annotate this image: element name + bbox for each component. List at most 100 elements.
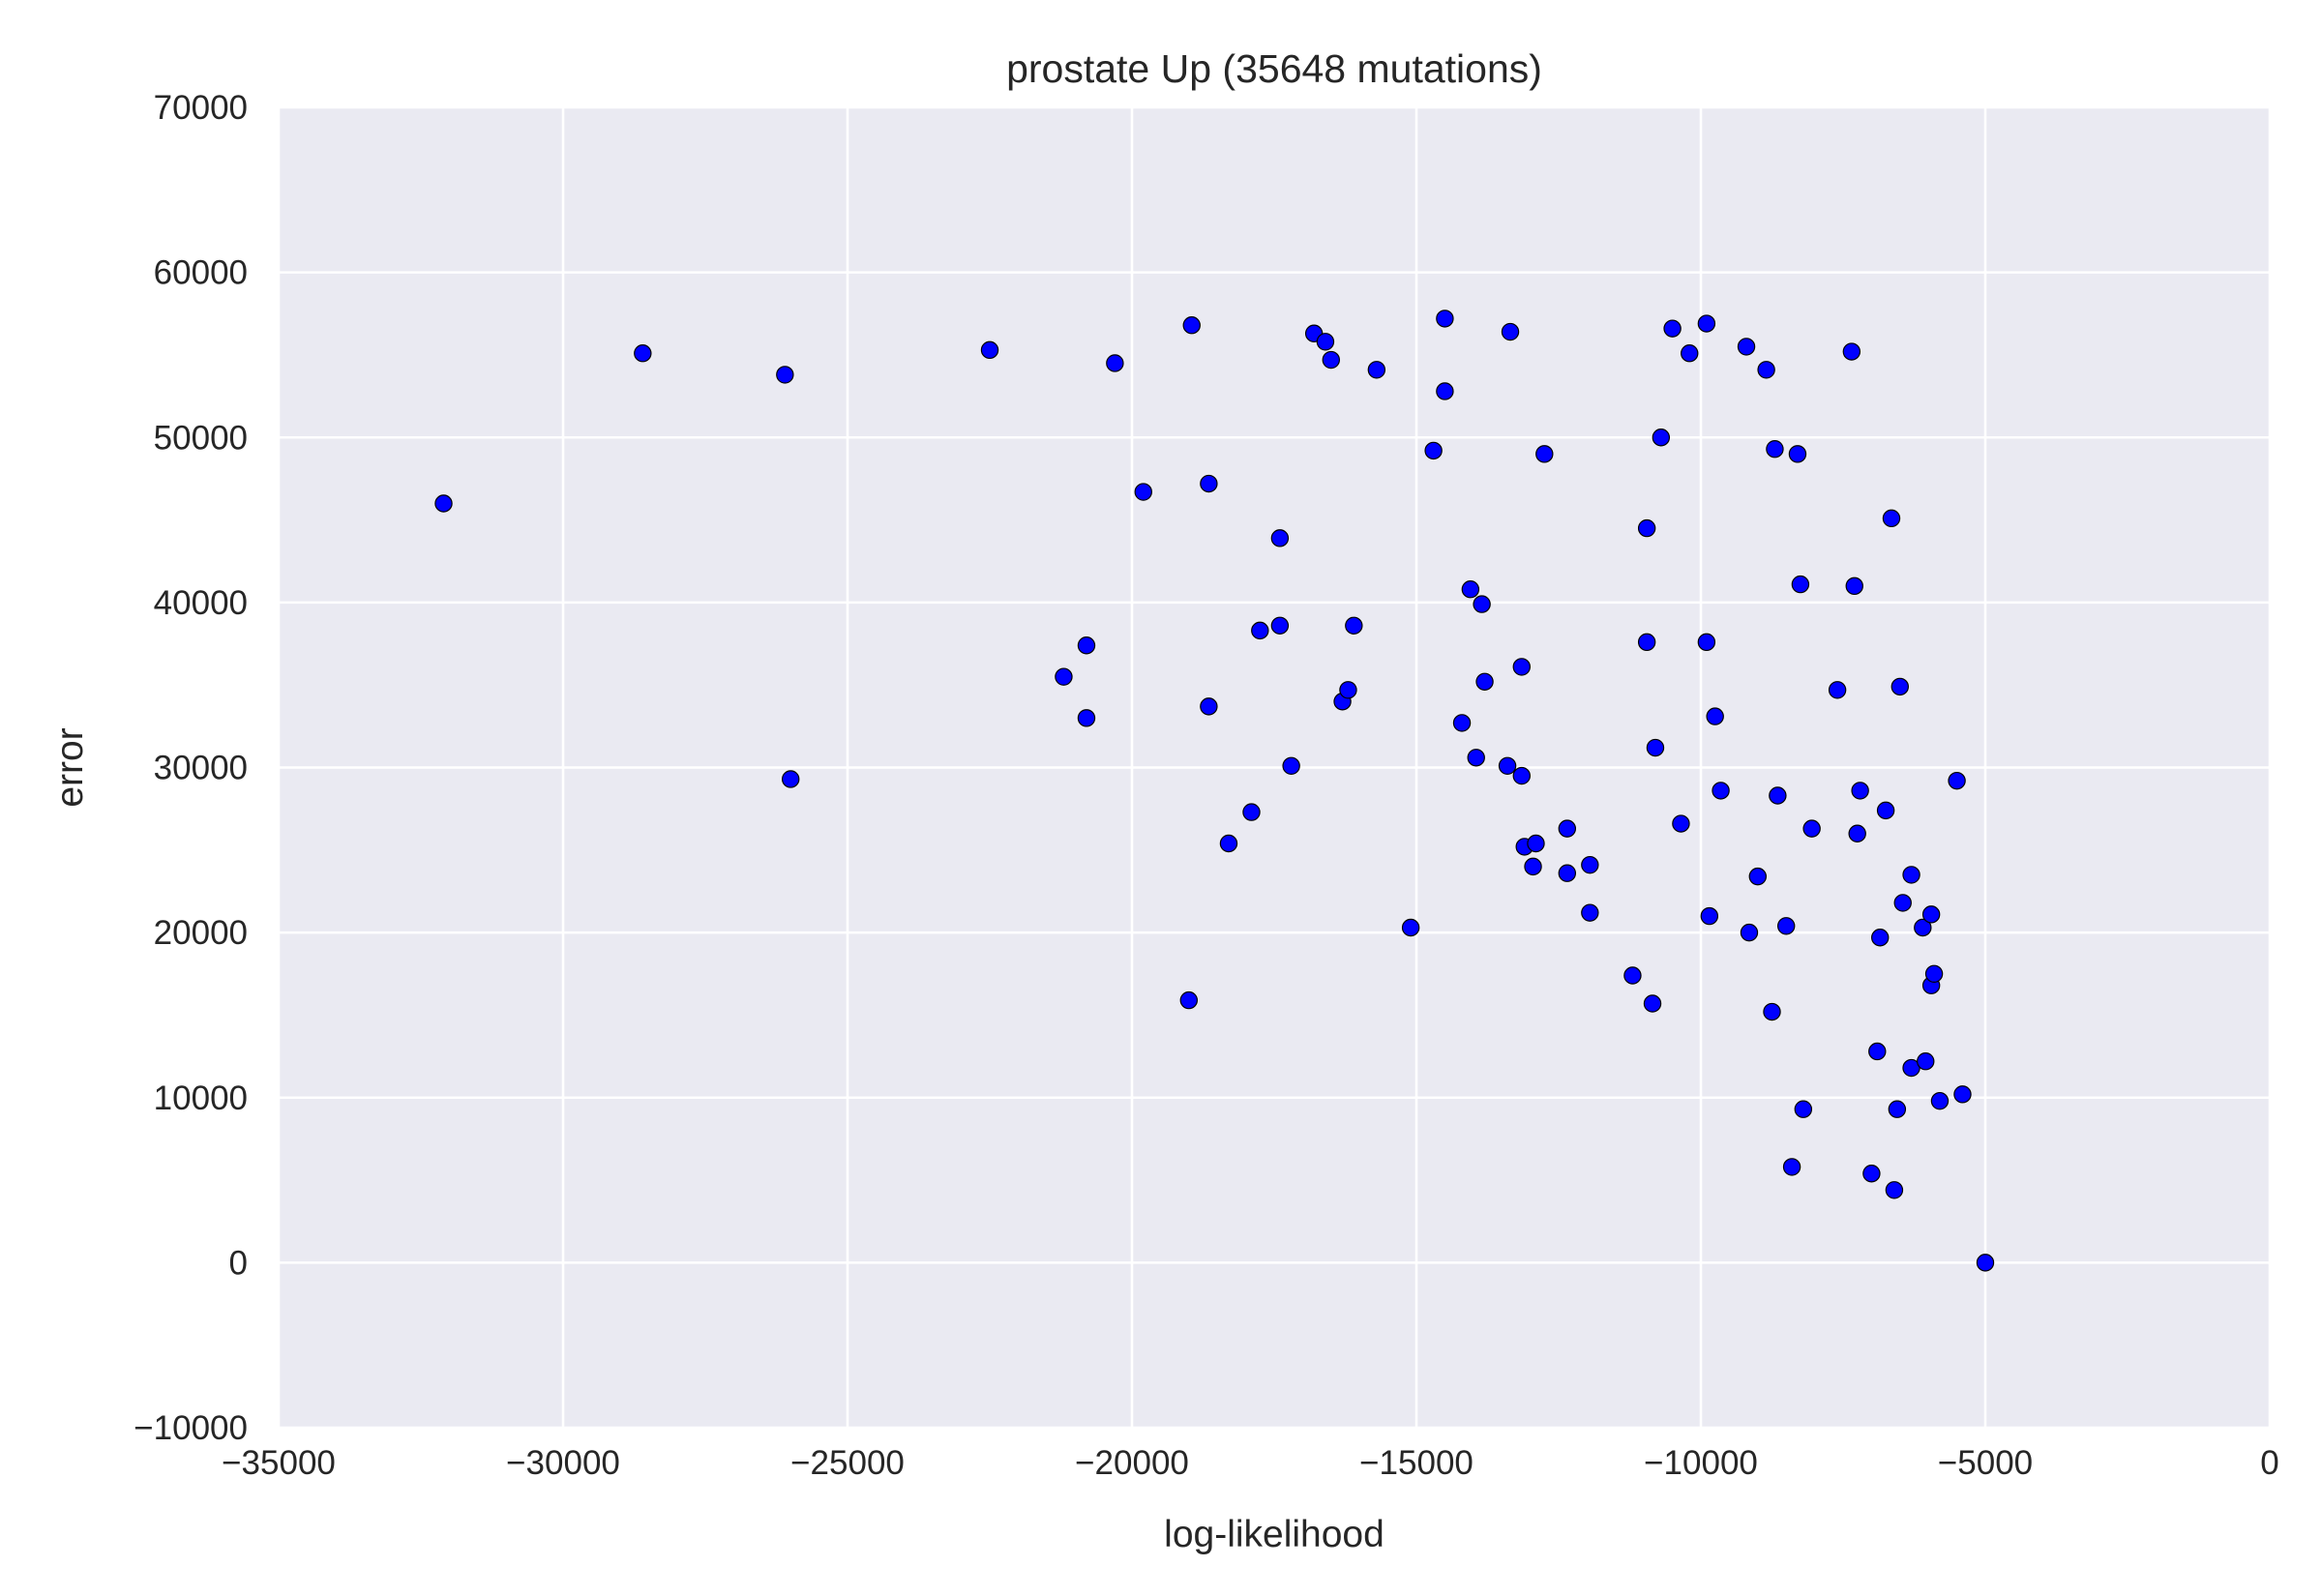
data-point: [1845, 576, 1863, 596]
data-point: [1524, 857, 1542, 876]
y-tick-label: 50000: [154, 419, 248, 457]
data-point: [1581, 903, 1599, 922]
data-point: [1851, 782, 1869, 800]
chart-title: prostate Up (35648 mutations): [1006, 46, 1542, 91]
data-point: [1473, 595, 1491, 613]
x-tick-label: −30000: [506, 1444, 620, 1482]
data-point: [1182, 316, 1201, 335]
data-point: [1776, 917, 1796, 935]
data-point: [1663, 319, 1682, 338]
data-point: [1794, 1100, 1813, 1118]
data-point: [1461, 580, 1480, 599]
x-tick-label: −10000: [1644, 1444, 1758, 1482]
data-point: [782, 770, 800, 788]
data-point: [1637, 518, 1656, 538]
data-point: [1179, 990, 1199, 1010]
data-point: [1976, 1254, 1995, 1272]
data-point: [1885, 1181, 1904, 1199]
data-point: [1876, 801, 1895, 820]
data-point: [1737, 338, 1756, 356]
data-point: [1748, 867, 1768, 886]
data-point: [434, 494, 453, 513]
data-point: [1055, 667, 1073, 686]
data-point: [1802, 819, 1821, 838]
data-point: [1401, 918, 1420, 937]
data-point: [1581, 855, 1599, 874]
data-point: [1769, 786, 1787, 805]
data-point: [1828, 681, 1847, 699]
data-point: [1890, 677, 1910, 696]
y-tick-labels: −10000 0 10000 20000 30000 40000 50000 60000 700…: [134, 89, 248, 1447]
data-point: [1697, 314, 1716, 333]
x-tick-label: 0: [2260, 1444, 2278, 1482]
data-point: [1512, 658, 1531, 676]
data-points: [434, 310, 1995, 1272]
data-point: [1681, 344, 1699, 363]
data-point: [1535, 445, 1554, 463]
y-tick-label: 30000: [154, 750, 248, 787]
data-point: [1475, 672, 1494, 691]
y-tick-label: 70000: [154, 89, 248, 127]
data-point: [1436, 382, 1454, 400]
data-point: [1930, 1091, 1950, 1110]
data-point: [1848, 824, 1866, 842]
x-tick-label: −35000: [222, 1444, 336, 1482]
data-point: [1527, 834, 1545, 853]
y-axis-label: error: [49, 727, 91, 807]
data-point: [1706, 707, 1724, 725]
data-point: [1646, 738, 1665, 757]
data-point: [1322, 350, 1341, 369]
data-point: [1712, 782, 1730, 800]
data-point: [1948, 771, 1966, 790]
data-point: [1637, 633, 1656, 652]
x-tick-label: −20000: [1075, 1444, 1189, 1482]
data-point: [1200, 474, 1218, 493]
data-point: [1766, 439, 1784, 458]
data-point: [1339, 681, 1357, 699]
x-tick-label: −15000: [1359, 1444, 1474, 1482]
y-tick-label: 60000: [154, 254, 248, 292]
data-point: [1424, 441, 1443, 460]
data-point: [1893, 894, 1912, 912]
data-point: [1697, 633, 1716, 652]
data-point: [1763, 1002, 1781, 1021]
x-tick-labels: −35000 −30000 −25000 −20000 −15000 −10000 −500…: [222, 1444, 2279, 1482]
data-point: [1558, 864, 1577, 882]
data-point: [1623, 966, 1642, 985]
y-tick-label: 40000: [154, 584, 248, 622]
data-point: [1077, 636, 1096, 655]
data-point: [1740, 923, 1759, 942]
y-tick-label: 10000: [154, 1079, 248, 1117]
data-point: [1242, 803, 1261, 821]
data-point: [1501, 322, 1520, 341]
data-point: [980, 340, 999, 360]
data-point: [1882, 509, 1901, 528]
y-tick-label: 20000: [154, 914, 248, 952]
data-point: [1467, 749, 1485, 767]
data-point: [634, 344, 652, 363]
data-point: [1219, 834, 1238, 853]
data-point: [1558, 819, 1577, 838]
data-point: [1282, 756, 1300, 775]
data-point: [1888, 1100, 1907, 1118]
data-point: [1512, 766, 1531, 785]
y-tick-label: 0: [229, 1244, 248, 1282]
data-point: [1902, 866, 1920, 884]
data-point: [1871, 929, 1890, 947]
data-point: [1788, 445, 1807, 463]
data-point: [1652, 429, 1671, 447]
y-tick-label: −10000: [134, 1409, 248, 1447]
data-point: [1498, 756, 1517, 775]
data-point: [1134, 483, 1152, 501]
data-point: [1953, 1085, 1972, 1104]
data-point: [1757, 361, 1775, 379]
x-axis-label: log-likelihood: [1164, 1514, 1384, 1555]
data-point: [1345, 616, 1363, 635]
data-point: [1791, 575, 1810, 594]
data-point: [1251, 621, 1269, 640]
x-tick-label: −25000: [790, 1444, 905, 1482]
data-point: [1924, 964, 1944, 983]
data-point: [1106, 354, 1124, 372]
data-point: [1270, 616, 1290, 635]
